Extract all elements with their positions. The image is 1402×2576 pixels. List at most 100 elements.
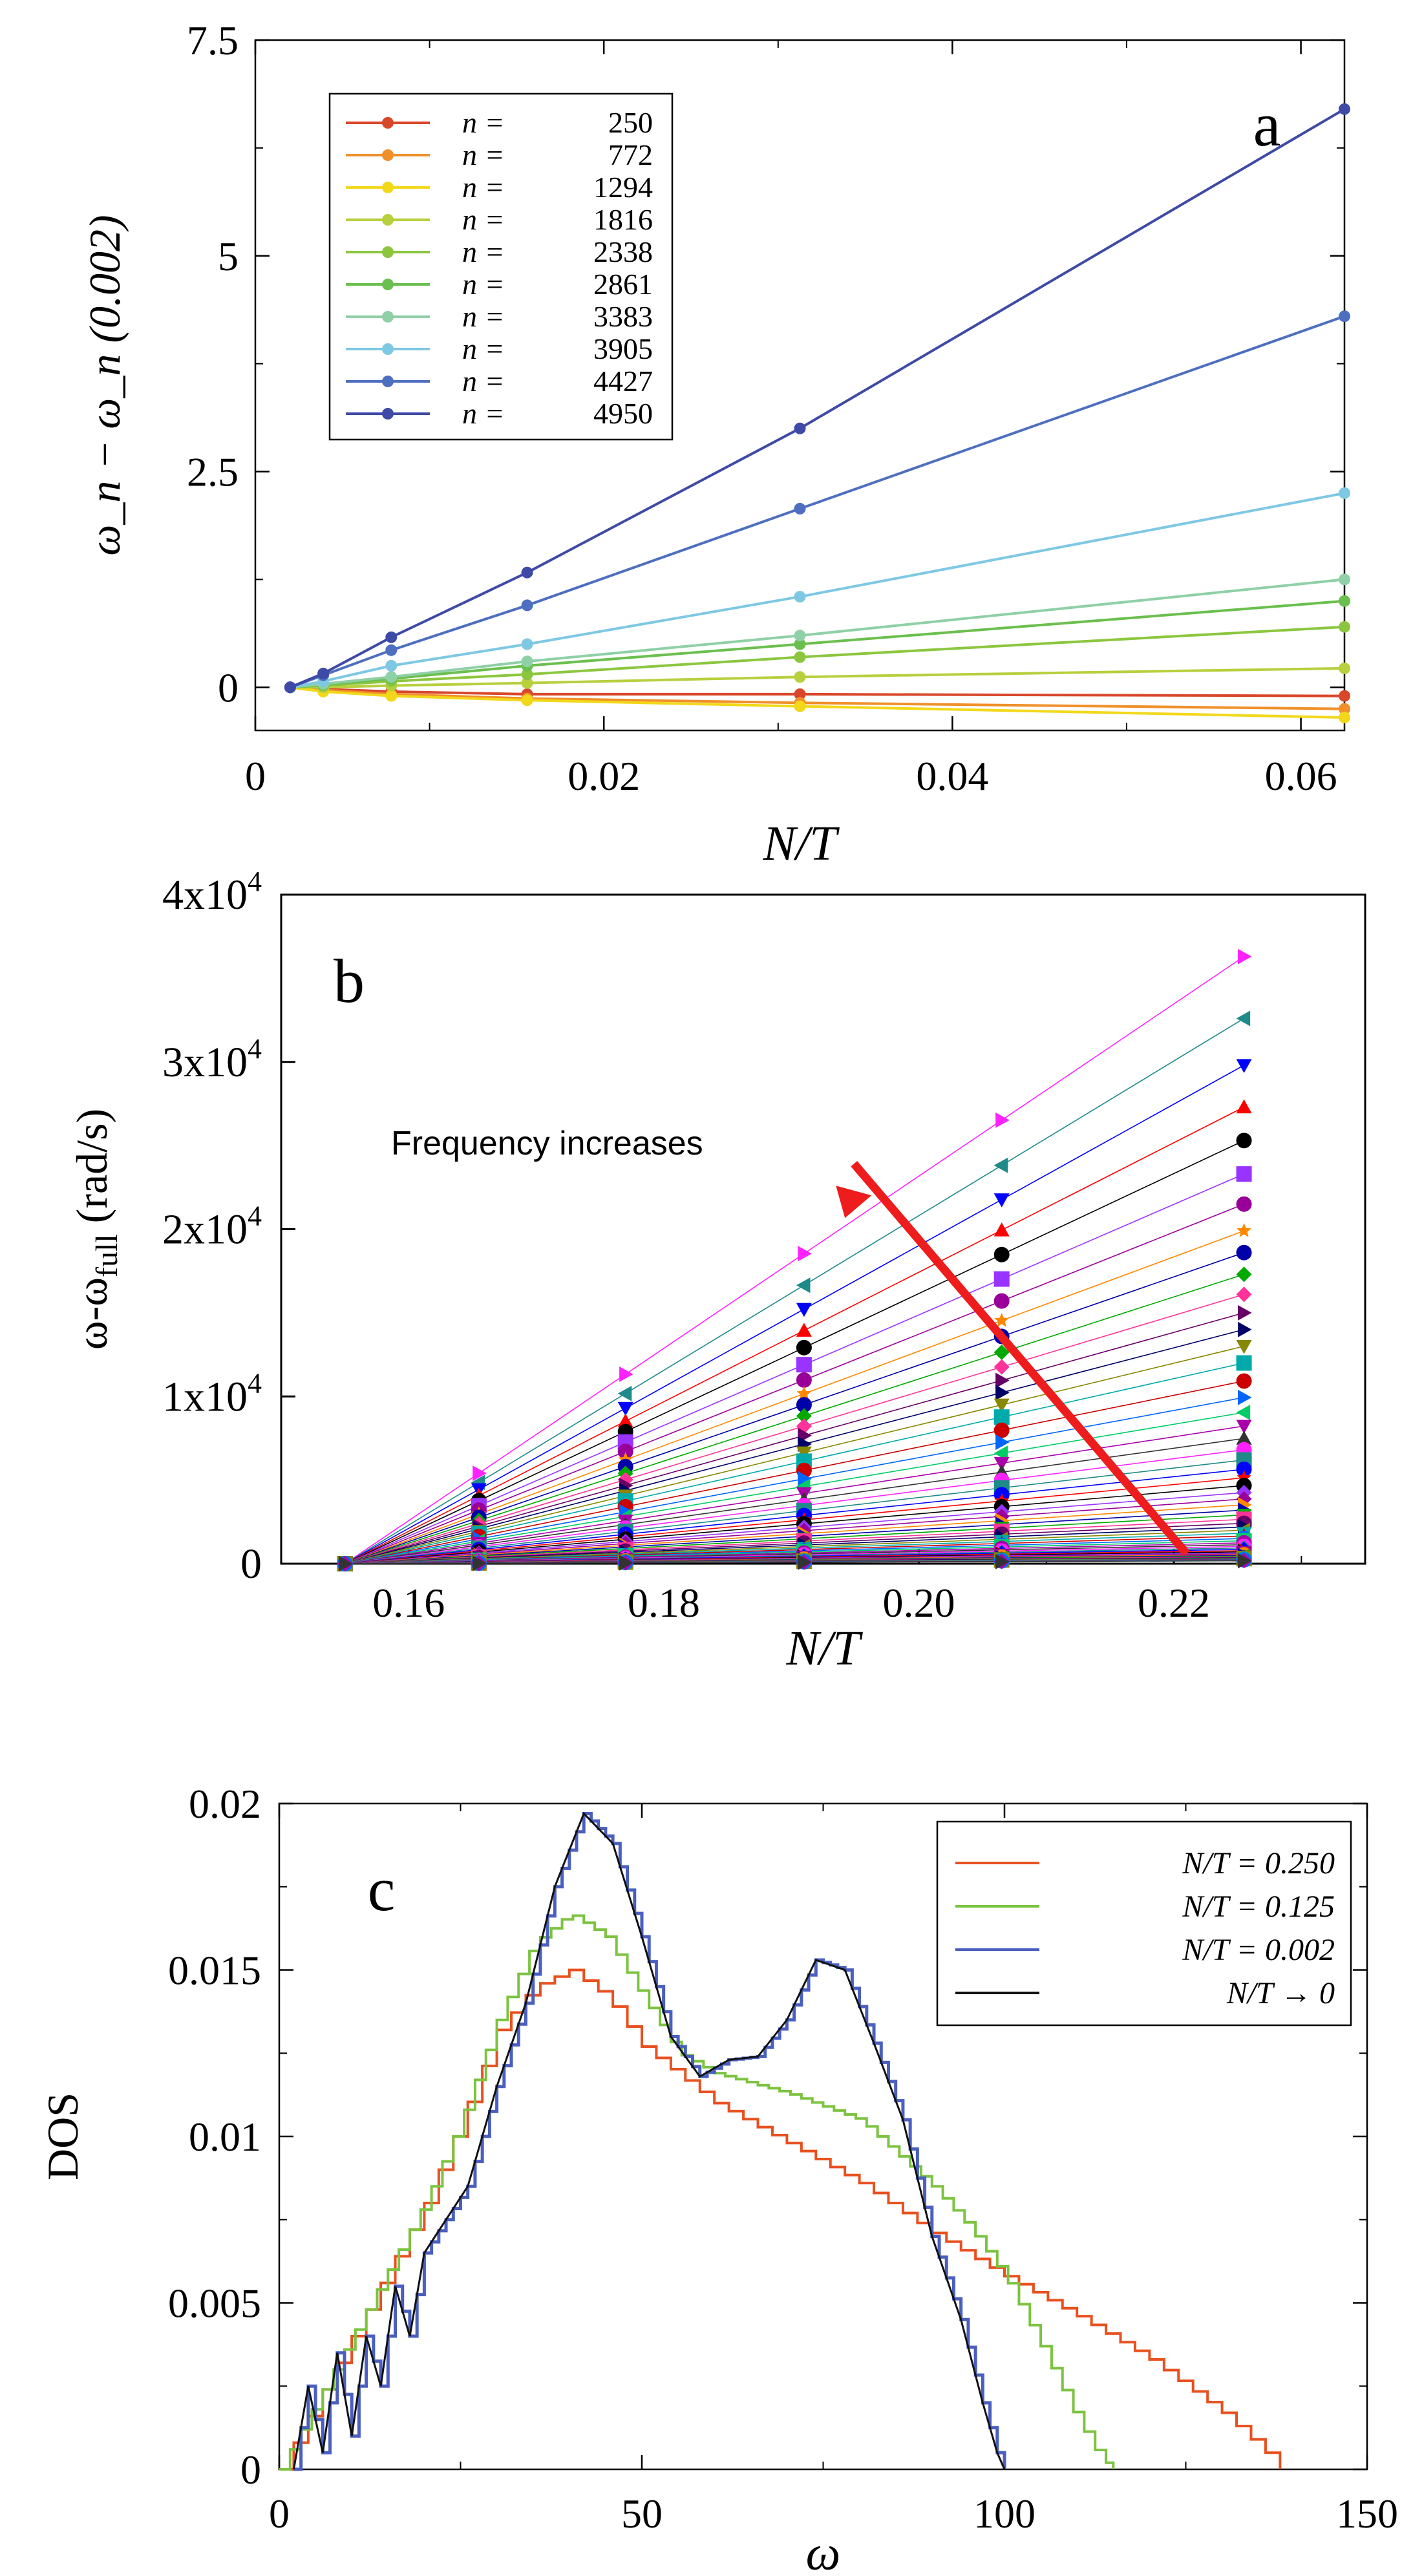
- series-line: [279, 1968, 1282, 2471]
- series-line: [345, 1293, 1244, 1564]
- data-point: [995, 1434, 1010, 1451]
- data-point: [1236, 1461, 1252, 1477]
- legend-marker: [382, 214, 394, 226]
- data-point: [385, 671, 398, 683]
- legend-prefix: n =: [462, 332, 505, 365]
- legend-label: 1816: [593, 203, 653, 236]
- x-tick-label: 0.22: [1138, 1580, 1210, 1626]
- legend-marker: [382, 279, 394, 290]
- y-axis-label: ω-ωfull (rad/s): [67, 1109, 124, 1350]
- data-point: [993, 1422, 1010, 1438]
- data-point: [1339, 703, 1350, 715]
- data-point: [1236, 1405, 1251, 1421]
- data-point: [521, 599, 533, 612]
- data-point: [521, 638, 533, 650]
- x-axis-label: N/T: [762, 816, 840, 871]
- series-line: [345, 1251, 1244, 1564]
- annotation-arrowhead: [836, 1186, 872, 1219]
- data-point: [1236, 1340, 1252, 1354]
- x-tick-label: 0.04: [916, 753, 988, 799]
- data-point: [796, 1339, 812, 1356]
- legend-label: N/T = 0.125: [1182, 1889, 1335, 1924]
- series-line: [345, 1498, 1244, 1564]
- data-point: [473, 1465, 487, 1482]
- series-line: [279, 1914, 1115, 2471]
- data-point: [796, 1372, 812, 1388]
- x-tick-label: 0: [269, 2491, 290, 2537]
- data-point: [798, 1471, 812, 1487]
- data-point: [1237, 948, 1252, 964]
- data-point: [794, 630, 806, 642]
- data-point: [1236, 1196, 1252, 1212]
- legend-label: N/T → 0: [1226, 1976, 1335, 2010]
- data-point: [521, 694, 533, 707]
- legend-label: 2861: [593, 268, 653, 301]
- data-point: [1236, 1431, 1252, 1445]
- y-tick-label: 0.02: [189, 1781, 261, 1827]
- legend-label: 1294: [593, 171, 653, 204]
- x-tick-label: 0.02: [568, 753, 640, 799]
- series-line: [345, 1362, 1244, 1564]
- x-tick-label: 0.16: [372, 1580, 445, 1626]
- data-point: [1339, 690, 1350, 702]
- data-point: [1339, 103, 1350, 115]
- y-tick-label: 3x104: [162, 1033, 262, 1086]
- series-line: [345, 1412, 1244, 1564]
- x-tick-label: 0.20: [882, 1580, 955, 1626]
- data-point: [1339, 662, 1350, 674]
- panel-label: a: [1253, 90, 1281, 159]
- data-point: [1237, 1553, 1252, 1569]
- y-tick-exponent: 4: [248, 1200, 262, 1232]
- series-line: [290, 315, 1345, 689]
- data-point: [995, 1553, 1010, 1570]
- panel-b: 0.16 0.18 0.20 0.22 0 1x104 2x104 3x104 4x104 N/T…: [67, 866, 1366, 1676]
- y-tick-exponent: 4: [248, 866, 262, 897]
- data-point: [1236, 1420, 1252, 1434]
- data-point: [1236, 1133, 1252, 1149]
- data-point: [1236, 1373, 1252, 1389]
- panel-label: c: [368, 1855, 396, 1924]
- series-line: [345, 1514, 1244, 1564]
- series-4950: [284, 103, 1350, 694]
- data-point: [619, 1555, 633, 1571]
- data-point: [993, 1246, 1010, 1262]
- series-line: [345, 1380, 1244, 1564]
- series-line: [345, 1469, 1244, 1564]
- series-line: [345, 1017, 1244, 1564]
- data-point: [521, 668, 533, 681]
- legend-marker: [382, 117, 394, 129]
- legend-marker: [382, 311, 394, 323]
- legend-marker: [382, 376, 394, 387]
- series-line: [345, 1522, 1244, 1564]
- series-line: [345, 1328, 1244, 1564]
- data-point: [1339, 487, 1350, 499]
- legend-prefix: n =: [462, 268, 505, 301]
- legend-label: N/T = 0.002: [1182, 1933, 1335, 1967]
- data-point: [798, 1246, 812, 1262]
- series-line: [345, 1509, 1244, 1564]
- data-point: [993, 1359, 1010, 1375]
- y-tick-exponent: 4: [248, 1033, 262, 1065]
- series-line: [345, 1312, 1244, 1564]
- legend-label: N/T = 0.250: [1182, 1846, 1335, 1880]
- panel-c: 0 50 100 150 0 0.005 0.01 0.015 0.02 ω DOS c N/T = 0…: [38, 1781, 1398, 2576]
- legend-prefix: n =: [462, 365, 505, 398]
- data-point: [619, 1366, 633, 1382]
- legend-marker: [382, 343, 394, 355]
- data-point: [1339, 573, 1350, 586]
- series-line: [345, 1492, 1244, 1564]
- legend-label: 3905: [593, 332, 653, 365]
- data-point: [473, 1555, 487, 1571]
- data-point: [794, 502, 806, 515]
- y-tick-label: 0.01: [189, 2114, 261, 2160]
- series-line: [345, 1173, 1244, 1564]
- series-line: [345, 1459, 1244, 1564]
- data-point: [796, 1277, 811, 1293]
- panel-a: 0 0.02 0.04 0.06 0 2.5 5 7.5 N/T ω_n − ω_n (0.002…: [80, 17, 1350, 871]
- data-point: [617, 1413, 633, 1428]
- y-tick-label: 4x104: [162, 866, 262, 919]
- series-line: [290, 599, 1345, 689]
- y-tick-label: 0.015: [168, 1948, 261, 1994]
- data-point: [794, 671, 806, 683]
- x-tick-label: 0.06: [1265, 753, 1337, 799]
